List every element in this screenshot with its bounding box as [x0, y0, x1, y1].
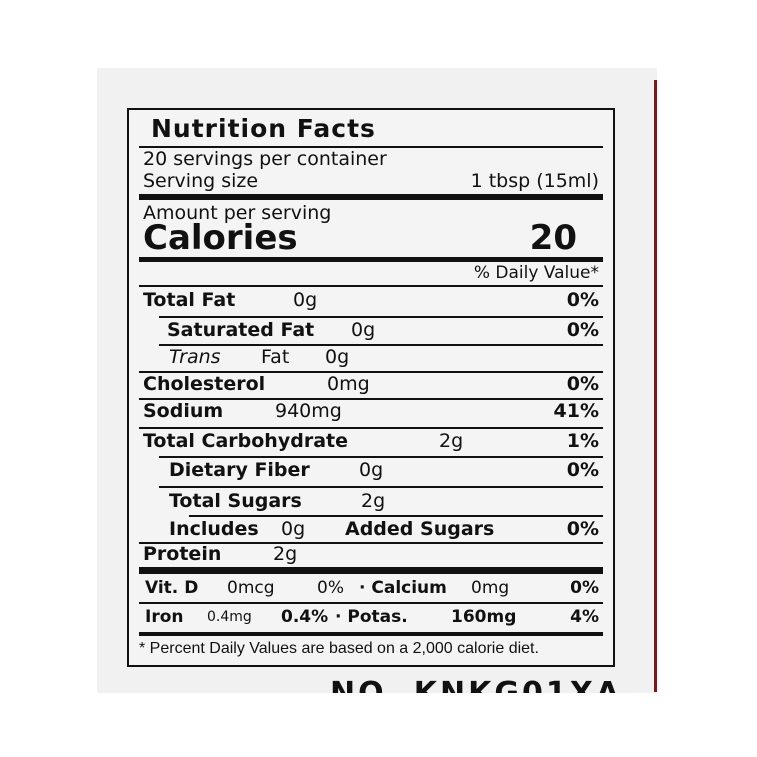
calories-value: 20	[529, 218, 577, 258]
nutrient-name: Protein	[143, 543, 222, 565]
nutrient-row-total-sugars: Total Sugars 2g	[143, 490, 599, 516]
nutrient-amount: 2g	[273, 543, 298, 565]
divider	[139, 602, 603, 604]
nutrient-name: Total Carbohydrate	[143, 430, 348, 452]
vitamin-row-iron-potassium: Iron 0.4mg 0.4% · Potas. 160mg 4%	[143, 607, 599, 631]
divider	[139, 371, 603, 373]
nutrient-dv: 0%	[566, 518, 599, 540]
thick-divider	[139, 567, 603, 574]
divider	[189, 515, 603, 517]
daily-value-header: % Daily Value*	[473, 263, 599, 283]
servings-per-container: 20 servings per container	[143, 148, 387, 170]
vitamin-dv: 0.4%	[281, 607, 329, 627]
thick-divider	[139, 257, 603, 262]
nutrient-dv: 1%	[566, 430, 599, 452]
nutrient-name: Dietary Fiber	[169, 459, 310, 481]
thick-divider	[139, 632, 603, 636]
nutrient-name: Total Sugars	[169, 490, 302, 512]
nutrient-row-total-fat: Total Fat 0g 0%	[143, 289, 599, 315]
nutrient-name: Saturated Fat	[167, 319, 315, 341]
nutrient-row-sodium: Sodium 940mg 41%	[143, 400, 599, 426]
vitamin-dv: 0%	[317, 578, 344, 598]
vitamin-row-vitd-calcium: Vit. D 0mcg 0% · Calcium 0mg 0%	[143, 578, 599, 602]
nutrient-row-total-carbohydrate: Total Carbohydrate 2g 1%	[143, 430, 599, 456]
divider	[159, 486, 603, 488]
nutrient-amount: 0mg	[327, 373, 370, 395]
label-title: Nutrition Facts	[151, 114, 376, 143]
divider	[159, 344, 603, 346]
divider	[159, 316, 603, 318]
divider	[159, 456, 603, 458]
nutrient-dv: 41%	[553, 400, 599, 422]
vitamin-name: Vit. D	[145, 578, 199, 598]
lot-number: NO. KNKG01XA	[330, 676, 622, 693]
serving-size-value: 1 tbsp (15ml)	[470, 170, 599, 192]
nutrient-dv: 0%	[566, 459, 599, 481]
nutrient-amount: 0g	[351, 319, 376, 341]
nutrient-amount: 940mg	[275, 400, 342, 422]
nutrient-amount: 0g	[281, 518, 306, 540]
calories-label: Calories	[143, 218, 298, 258]
package-edge	[654, 80, 657, 692]
nutrient-name-italic: Trans	[169, 346, 221, 368]
mineral-dv: 4%	[570, 607, 599, 627]
vitamin-amount: 0.4mg	[207, 609, 252, 625]
nutrient-row-saturated-fat: Saturated Fat 0g 0%	[143, 319, 599, 345]
nutrient-name: Includes	[169, 518, 259, 540]
nutrient-dv: 0%	[566, 373, 599, 395]
nutrient-name: Total Fat	[143, 289, 236, 311]
calories-row: Calories 20	[143, 218, 599, 258]
nutrient-amount: 0g	[325, 346, 350, 368]
nutrient-row-protein: Protein 2g	[143, 543, 599, 569]
nutrient-row-dietary-fiber: Dietary Fiber 0g 0%	[143, 459, 599, 485]
nutrient-amount: 0g	[293, 289, 318, 311]
nutrient-name: Fat	[261, 346, 290, 368]
nutrient-dv: 0%	[566, 289, 599, 311]
mineral-name: · Calcium	[359, 578, 447, 598]
nutrient-amount: 0g	[359, 459, 384, 481]
divider	[139, 427, 603, 429]
daily-value-header-row: % Daily Value*	[143, 263, 599, 285]
nutrient-name-suffix: Added Sugars	[345, 518, 495, 540]
mineral-amount: 0mg	[471, 578, 510, 598]
mineral-name: · Potas.	[335, 607, 408, 627]
nutrient-row-cholesterol: Cholesterol 0mg 0%	[143, 373, 599, 399]
divider	[139, 398, 603, 400]
amount-per-serving: Amount per serving	[143, 202, 332, 224]
mineral-dv: 0%	[570, 578, 599, 598]
serving-size-label: Serving size	[143, 170, 259, 192]
nutrient-name: Cholesterol	[143, 373, 266, 395]
vitamin-name: Iron	[145, 607, 184, 627]
footnote: * Percent Daily Values are based on a 2,…	[139, 640, 539, 657]
divider	[139, 542, 603, 544]
nutrient-dv: 0%	[566, 319, 599, 341]
thick-divider	[139, 194, 603, 200]
nutrient-name: Sodium	[143, 400, 224, 422]
nutrient-amount: 2g	[361, 490, 386, 512]
mineral-amount: 160mg	[451, 607, 517, 627]
serving-size-row: Serving size 1 tbsp (15ml)	[143, 170, 599, 194]
divider	[139, 146, 603, 148]
divider	[139, 285, 603, 287]
vitamin-amount: 0mcg	[227, 578, 275, 598]
nutrient-row-trans-fat: Trans Fat 0g	[143, 346, 599, 372]
nutrition-facts-label: Nutrition Facts 20 servings per containe…	[127, 108, 615, 667]
nutrient-row-added-sugars: Includes 0g Added Sugars 0%	[143, 518, 599, 544]
nutrient-amount: 2g	[439, 430, 464, 452]
